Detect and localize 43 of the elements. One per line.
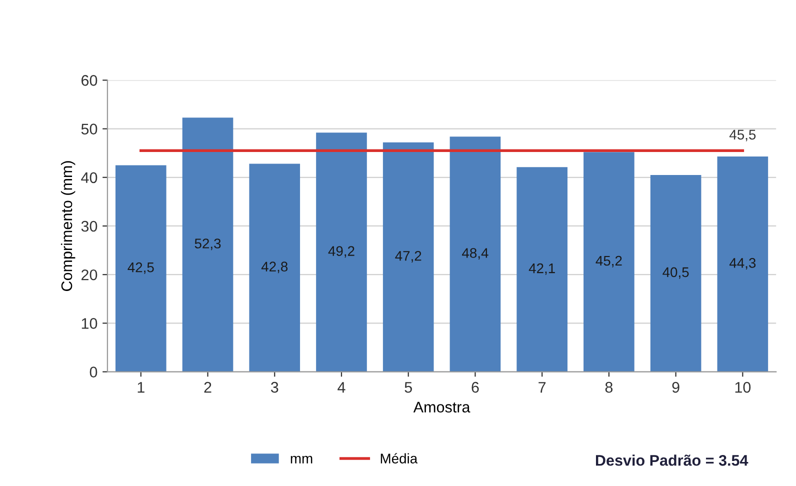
data-label: 44,3 — [729, 258, 756, 270]
data-label: 45,5 — [729, 130, 756, 142]
x-tick-label: 6 — [472, 382, 479, 393]
bar — [584, 152, 634, 372]
y-tick-label: 0 — [90, 366, 98, 378]
data-label: 49,2 — [328, 246, 354, 258]
bar — [650, 174, 702, 372]
y-tick-label: 40 — [81, 172, 98, 184]
bar — [182, 118, 234, 372]
bar — [249, 164, 300, 372]
data-label: 42,5 — [128, 262, 154, 274]
data-label: 42,1 — [528, 263, 555, 275]
y-tick-label: 60 — [82, 75, 98, 86]
x-tick-label: 9 — [672, 382, 680, 393]
text: Desvio Padrão = 3.54 — [596, 454, 748, 466]
x-tick-label: 7 — [538, 382, 546, 393]
data-label: 42,8 — [261, 262, 288, 274]
x-axis-title: Amostra — [413, 402, 470, 413]
bar — [516, 167, 568, 372]
x-tick-label: 10 — [735, 382, 751, 393]
x-tick-label: 5 — [404, 382, 412, 393]
x-tick-label: 3 — [270, 382, 278, 393]
bar — [382, 142, 434, 372]
data-label: 52,3 — [194, 238, 221, 250]
y-tick-label: 30 — [81, 220, 98, 232]
legend-label: mm — [290, 456, 312, 464]
bar — [115, 165, 166, 372]
data-label: 48,4 — [462, 248, 488, 260]
bar — [717, 156, 768, 372]
x-tick-label: 2 — [204, 382, 212, 393]
data-label: 45,2 — [596, 256, 622, 268]
bar — [316, 132, 367, 372]
y-tick-label: 50 — [81, 124, 98, 134]
x-tick-label: 4 — [338, 382, 346, 393]
y-tick-label: 10 — [82, 318, 98, 329]
y-axis-title: Comprimento (mm) — [60, 161, 76, 291]
bar — [450, 136, 501, 372]
x-tick-label: 1 — [138, 382, 144, 393]
data-label: 47,2 — [395, 250, 422, 262]
data-label: 40,5 — [662, 267, 689, 279]
legend-label: Média — [380, 453, 418, 464]
x-tick-label: 8 — [605, 382, 613, 393]
y-tick-label: 20 — [82, 269, 98, 280]
